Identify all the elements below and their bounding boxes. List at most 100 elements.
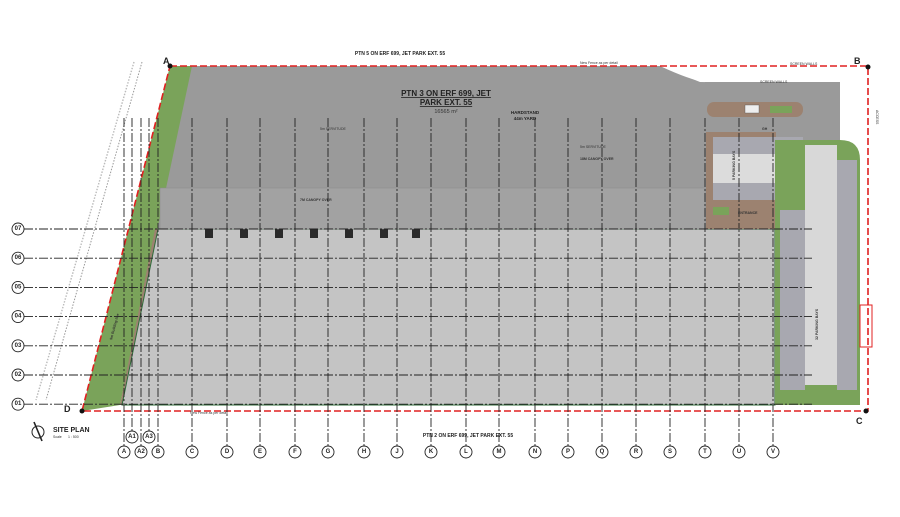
grid-label: 05 bbox=[15, 284, 22, 290]
grid-label: R bbox=[634, 449, 639, 455]
grid-label: P bbox=[566, 449, 570, 455]
parking-bays-right bbox=[837, 160, 857, 390]
landscape-strip-left bbox=[82, 66, 192, 411]
fence-label: New Fence as per detail bbox=[580, 61, 618, 65]
grid-bubble-q bbox=[595, 445, 609, 459]
grid-label: H bbox=[362, 449, 366, 455]
grid-bubble-row-01 bbox=[11, 397, 25, 411]
servitude-label: 5m SERVITUDE bbox=[580, 145, 606, 149]
grid-label: N bbox=[533, 449, 537, 455]
grid-bubble-e bbox=[253, 445, 267, 459]
grid-label: D bbox=[225, 449, 230, 455]
grid-bubble-row-04 bbox=[11, 310, 25, 324]
loading-dock-door bbox=[205, 229, 213, 238]
grid-label: 06 bbox=[15, 255, 22, 261]
grid-label: C bbox=[190, 449, 195, 455]
grid-bubble-a3 bbox=[142, 430, 156, 444]
site-name-line1: PTN 3 ON ERF 699, JET bbox=[401, 89, 491, 98]
grid-bubble-a1 bbox=[125, 430, 139, 444]
grid-bubble-b bbox=[151, 445, 165, 459]
canopy-label: 7M CANOPY OVER bbox=[300, 198, 332, 202]
screen-walls-label: SCREEN WALLS bbox=[760, 80, 788, 84]
building-line-label: 5m Building line bbox=[109, 313, 120, 340]
grid-bubble-j bbox=[390, 445, 404, 459]
grid-label: 02 bbox=[15, 372, 22, 378]
grid-bubble-g bbox=[321, 445, 335, 459]
grid-label: G bbox=[326, 449, 331, 455]
grid-label: L bbox=[464, 449, 468, 455]
corner-markers: A B C D bbox=[64, 56, 871, 426]
parking-bays-left bbox=[780, 210, 805, 390]
grid-label: B bbox=[156, 449, 161, 455]
grid-label: F bbox=[293, 449, 297, 455]
grid-label: M bbox=[497, 449, 502, 455]
loading-dock-door bbox=[240, 229, 248, 238]
grid-bubble-a bbox=[117, 445, 131, 459]
grid-bubble-l bbox=[459, 445, 473, 459]
grid-bubble-h bbox=[357, 445, 371, 459]
grid-bubble-n bbox=[528, 445, 542, 459]
grid-label: A bbox=[122, 449, 127, 455]
grid-label: V bbox=[771, 449, 775, 455]
canopy-area bbox=[159, 187, 706, 230]
site-area: 16565 m² bbox=[434, 109, 457, 115]
entrance-label: ENTRANCE bbox=[738, 211, 758, 215]
loading-dock-door bbox=[380, 229, 388, 238]
grid-label: J bbox=[395, 449, 398, 455]
fence-label: New Fence as per detail bbox=[190, 411, 228, 415]
scale-label: Scale bbox=[53, 435, 62, 439]
grid-label: 01 bbox=[15, 401, 22, 407]
grid-label: K bbox=[429, 449, 434, 455]
island-planter bbox=[770, 106, 792, 113]
site-name-line2: PARK EXT. 55 bbox=[420, 98, 473, 107]
guard-house bbox=[744, 104, 760, 114]
loading-docks bbox=[205, 229, 420, 238]
grid-bubble-k bbox=[424, 445, 438, 459]
hardstand-yard-label: 44m YARD bbox=[514, 116, 537, 121]
grid-bubble-t bbox=[698, 445, 712, 459]
substation bbox=[859, 304, 873, 348]
hardstand-label: HARDSTAND bbox=[511, 110, 540, 115]
grid-bubble-p bbox=[561, 445, 575, 459]
parking-aisle-right bbox=[805, 145, 837, 385]
parking-count-label: 5 PARKING BAYS bbox=[732, 150, 736, 180]
servitude-label: 5m SERVITUDE bbox=[320, 127, 346, 131]
grid-label: 07 bbox=[15, 226, 22, 232]
guard-house-label: GH bbox=[762, 127, 768, 131]
grid-bubble-row-06 bbox=[11, 251, 25, 265]
grid-bubble-row-02 bbox=[11, 368, 25, 382]
corner-label-b: B bbox=[854, 56, 861, 66]
planter bbox=[713, 207, 729, 215]
grid-bubble-row-05 bbox=[11, 280, 25, 294]
grid-label: 04 bbox=[15, 314, 22, 320]
grid-label: Q bbox=[600, 449, 605, 455]
grid-bubble-s bbox=[663, 445, 677, 459]
loading-dock-door bbox=[412, 229, 420, 238]
grid-label: A2 bbox=[137, 449, 145, 455]
drawing-title: SITE PLAN bbox=[53, 427, 90, 434]
grid-label: S bbox=[668, 449, 672, 455]
north-arrow-icon bbox=[31, 421, 45, 442]
loading-dock-door bbox=[345, 229, 353, 238]
grid-label: A3 bbox=[145, 434, 153, 440]
grid-bubble-m bbox=[492, 445, 506, 459]
grid-bubble-c bbox=[185, 445, 199, 459]
grid-label: U bbox=[737, 449, 741, 455]
grid-label: T bbox=[703, 449, 707, 455]
grid-bubble-row-03 bbox=[11, 339, 25, 353]
grid-bubble-u bbox=[732, 445, 746, 459]
grid-bubble-d bbox=[220, 445, 234, 459]
scale-value: 1 : 500 bbox=[68, 435, 79, 439]
grid-bubble-v bbox=[766, 445, 780, 459]
grid-bubble-a2 bbox=[134, 445, 148, 459]
grid-label: E bbox=[258, 449, 262, 455]
north-boundary-label: PTN 5 ON ERF 699, JET PARK EXT. 55 bbox=[355, 51, 445, 57]
corner-label-a: A bbox=[163, 56, 170, 66]
grid-label: A1 bbox=[128, 434, 136, 440]
grid-label: 03 bbox=[15, 343, 22, 349]
access-label: ACCESS bbox=[875, 110, 879, 125]
loading-dock-door bbox=[310, 229, 318, 238]
corner-label-c: C bbox=[856, 416, 863, 426]
